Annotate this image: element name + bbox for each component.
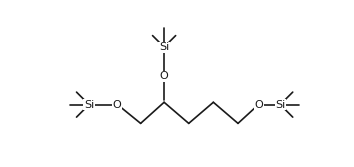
Text: Si: Si (159, 42, 169, 52)
Text: Si: Si (84, 100, 94, 110)
Text: O: O (113, 100, 121, 110)
Text: Si: Si (275, 100, 285, 110)
Text: O: O (160, 71, 169, 81)
Text: O: O (255, 100, 263, 110)
